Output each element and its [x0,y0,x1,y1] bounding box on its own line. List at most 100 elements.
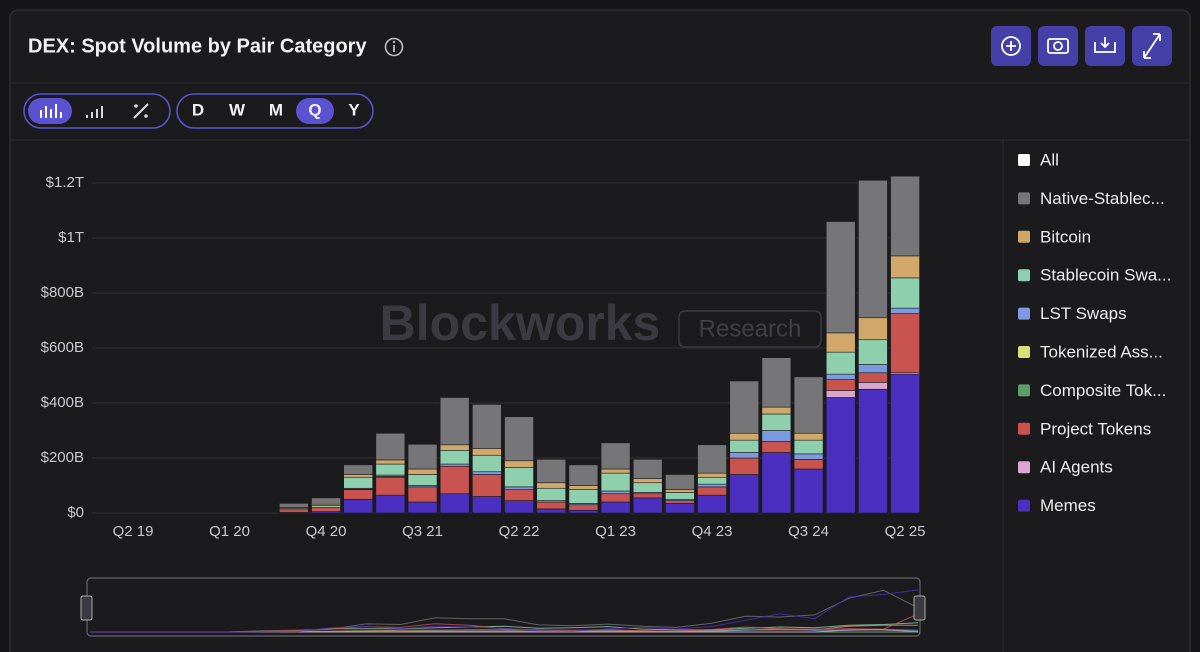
bar-segment [825,221,856,334]
bar-segment [697,472,727,478]
interval-selected[interactable] [296,98,334,124]
legend-swatch[interactable] [1018,269,1030,282]
interval-button[interactable]: W [229,100,246,119]
legend-swatch[interactable] [1018,384,1030,397]
fullscreen-button[interactable] [1132,26,1172,66]
navigator-handle[interactable] [80,595,93,621]
bar-segment [825,332,856,353]
legend-label[interactable]: All [1040,150,1059,169]
bar-segment [665,500,695,504]
legend-swatch[interactable] [1018,307,1030,320]
bar-segment [697,486,727,496]
bar-segment [600,442,631,470]
bar-segment [890,307,920,314]
icon [1001,36,1021,56]
bar-segment [472,404,502,449]
icon [1143,33,1161,59]
bar-segment [375,432,406,461]
bar-segment [890,373,920,514]
bar-segment [793,376,824,434]
bar-segment [568,464,599,486]
bar-segment [536,508,567,514]
x-tick-label: Q1 20 [209,523,250,540]
bar-segment [729,474,760,514]
bar-segment [665,503,695,514]
x-tick-label: Q2 19 [113,523,154,540]
bar-segment [568,504,599,511]
watermark-box [678,310,822,348]
icon[interactable] [133,103,149,119]
bar-segment [568,489,599,504]
interval-group [176,93,374,129]
interval-button[interactable]: M [269,100,283,119]
icon [134,104,138,108]
bar-segment [536,482,567,489]
legend-label[interactable]: Project Tokens [1040,419,1151,438]
legend-swatch[interactable] [1018,346,1030,358]
y-tick-label: $600B [41,339,84,356]
icon [1053,41,1063,51]
legend-label[interactable]: Native-Stablec... [1040,189,1165,208]
bar-segment [407,443,438,470]
info-dot [392,40,396,44]
bar-segment [665,474,695,490]
navigator-line [90,589,919,633]
interval-button[interactable]: Q [308,100,321,119]
navigator-handle[interactable] [913,595,926,621]
legend-swatch[interactable] [1018,461,1030,474]
bar-segment [729,457,760,475]
download-button[interactable] [1085,26,1125,66]
bar-segment [665,489,695,493]
legend-swatch[interactable] [1018,230,1030,243]
x-tick-label: Q3 24 [788,523,829,540]
legend-swatch[interactable] [1018,154,1030,166]
bar-segment [343,476,373,489]
y-tick-label: $0 [67,504,84,521]
interval-button[interactable]: D [192,100,204,119]
bar-segment [568,509,599,514]
bar-segment [472,471,502,475]
bar-segment [600,472,631,492]
legend-label[interactable]: Tokenized Ass... [1040,342,1163,361]
bar-segment [890,277,920,309]
legend-swatch[interactable] [1018,192,1030,205]
add-button[interactable] [991,26,1031,66]
bar-segment [536,459,567,484]
legend-swatch[interactable] [1018,422,1030,435]
legend-swatch[interactable] [1018,499,1030,512]
y-tick-label: $200B [41,449,84,466]
bar-segment [279,503,309,508]
interval-button[interactable]: Y [348,100,360,119]
icon[interactable] [86,106,103,118]
legend-label[interactable]: AI Agents [1040,458,1113,477]
info-icon[interactable] [384,37,404,57]
icon [1047,38,1069,54]
button-bg [1038,26,1078,66]
legend-label[interactable]: Stablecoin Swa... [1040,266,1171,285]
screenshot-button[interactable] [1038,26,1078,66]
bar-segment [761,441,792,453]
bar-segment [311,497,341,505]
bar-segment [697,494,727,514]
bar-segment [375,494,406,514]
x-tick-label: Q3 21 [402,523,443,540]
x-tick-label: Q2 22 [499,523,540,540]
chart-type-group [23,93,171,129]
legend-label[interactable]: Bitcoin [1040,227,1091,246]
bar-segment [890,255,920,279]
legend-label[interactable]: LST Swaps [1040,304,1127,323]
icon [40,104,62,118]
bar-segment [439,493,470,514]
bar-segment [279,509,309,513]
bar-segment [632,497,663,514]
bar-segment [439,463,470,467]
legend-label[interactable]: Composite Tok... [1040,381,1166,400]
legend-label[interactable]: Memes [1040,496,1096,515]
bar-segment [890,313,920,374]
info-circle [384,37,404,57]
bar-segment [600,490,631,495]
bar-segment [472,474,502,497]
bar-segment [761,452,792,514]
bar-segment [311,504,341,508]
